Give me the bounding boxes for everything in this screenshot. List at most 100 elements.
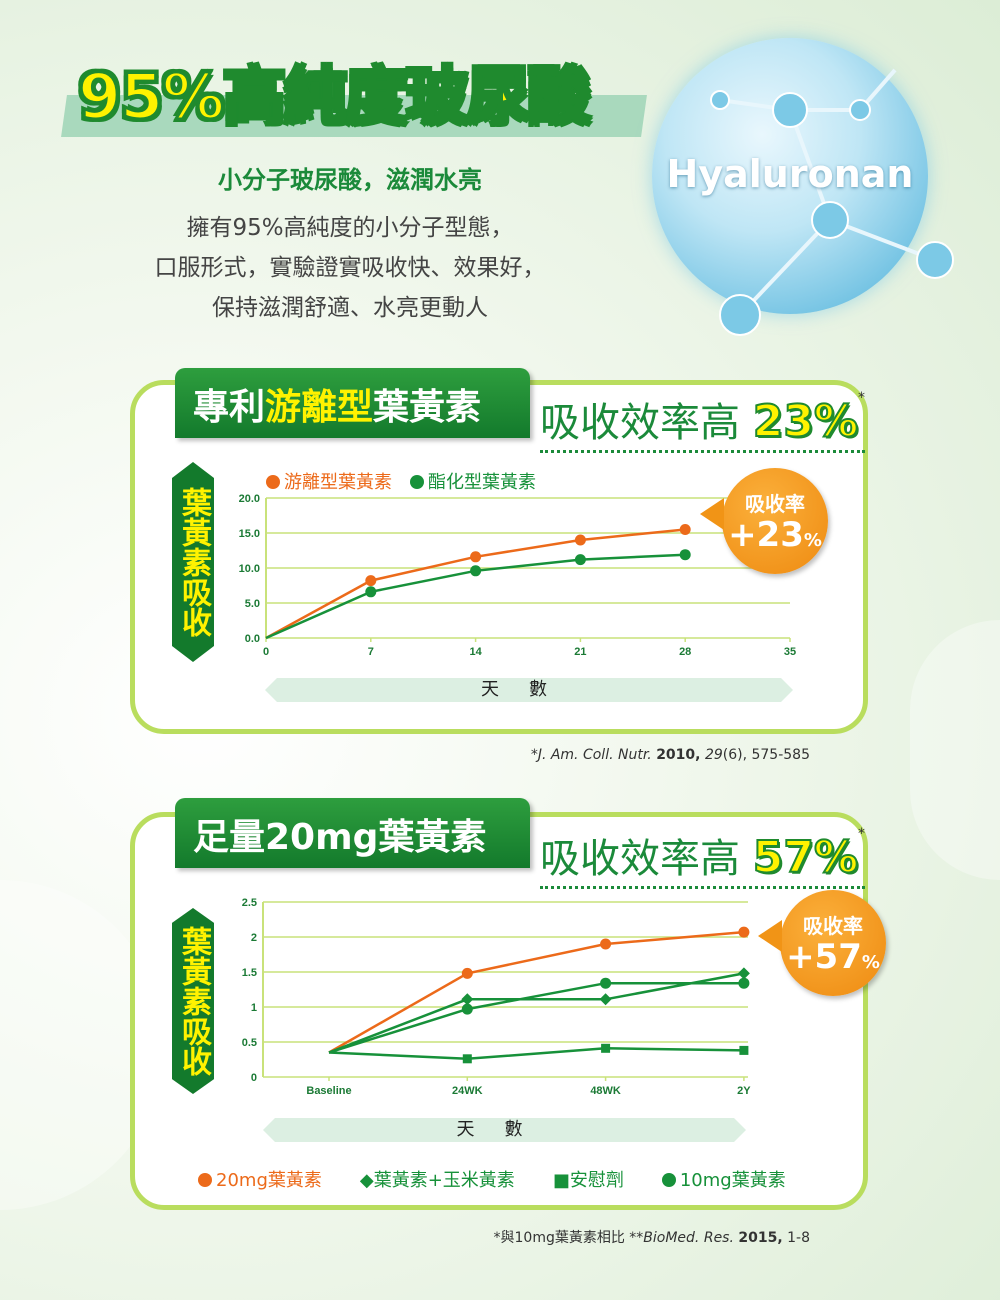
- legend-item: 10mg葉黃素: [661, 1166, 786, 1192]
- legend-item: 酯化型葉黃素: [410, 468, 536, 494]
- section2-headline: 吸收效率高 57%*: [540, 826, 866, 889]
- headline-percent: 23%: [752, 395, 859, 448]
- footnote-year: 2015,: [738, 1230, 783, 1246]
- footnote-journal: BioMed. Res.: [643, 1230, 734, 1246]
- series-line: [328, 930, 745, 1054]
- sphere-label: Hyaluronan: [666, 152, 914, 196]
- badge-label: 吸收率: [803, 914, 863, 938]
- description-line: 口服形式，實驗證實吸收快、效果好，: [154, 255, 546, 281]
- data-point: [574, 534, 586, 546]
- x-tick-label: 48WK: [590, 1085, 621, 1097]
- headline-text: 吸收效率高: [540, 836, 740, 882]
- y-axis-label: 葉黃素吸收: [172, 908, 214, 1094]
- tab-suffix: 葉黃素: [373, 387, 482, 428]
- x-tick-label: 35: [784, 646, 796, 658]
- badge-value: +23: [728, 515, 804, 555]
- y-tick-label: 2.5: [242, 897, 257, 909]
- asterisk: *: [858, 390, 866, 406]
- legend-dot-icon: [266, 475, 280, 489]
- y-axis-label: 葉黃素吸收: [172, 462, 214, 662]
- main-title: 95%高純度玻尿酸: [76, 59, 591, 135]
- x-tick-label: 28: [679, 646, 691, 658]
- footnote-year: 2010,: [656, 747, 701, 763]
- footnote-pages: 1-8: [787, 1230, 810, 1246]
- data-point: [738, 926, 750, 938]
- headline-text: 吸收效率高: [540, 400, 740, 446]
- y-tick-label: 20.0: [239, 493, 260, 505]
- data-point: [470, 565, 482, 577]
- legend-label: 葉黃素+玉米黃素: [373, 1170, 515, 1191]
- y-tick-label: 1.5: [242, 967, 257, 979]
- footnote-volume: 29: [704, 747, 723, 763]
- legend-square-icon: ■: [552, 1170, 570, 1191]
- legend-label: 酯化型葉黃素: [428, 472, 536, 493]
- section2-tab: 足量20mg葉黃素: [175, 798, 530, 868]
- y-tick-label: 1: [251, 1002, 257, 1014]
- badge-unit: %: [803, 530, 822, 551]
- legend-diamond-icon: ◆: [359, 1170, 374, 1191]
- chart1-legend: 游離型葉黃素 酯化型葉黃素: [266, 468, 536, 494]
- tab-highlight: 游離型: [265, 387, 374, 428]
- legend-label: 10mg葉黃素: [679, 1170, 786, 1191]
- legend-label: 安慰劑: [569, 1170, 624, 1191]
- headline-percent: 57%: [752, 831, 859, 884]
- chart-2: 0 0.5 1 1.5 2 2.5 Baseline 24WK 48WK 2Y: [242, 897, 752, 1097]
- legend-circle-icon: [661, 1173, 676, 1187]
- description-line: 保持滋潤舒適、水亮更動人: [212, 295, 488, 321]
- y-tick-label: 0: [251, 1072, 257, 1084]
- chart-1: 0.0 5.0 10.0 15.0 20.0 0 7 14 21 28 35: [239, 493, 797, 658]
- footnote-prefix: *: [530, 747, 538, 763]
- y-tick-label: 0.5: [242, 1037, 257, 1049]
- data-point: [679, 524, 691, 535]
- section1-headline: 吸收效率高 23%*: [540, 390, 866, 453]
- y-tick-label: 0.0: [245, 633, 260, 645]
- x-tick-label: 0: [263, 646, 269, 658]
- series-line: [328, 972, 745, 1054]
- data-point: [470, 551, 482, 563]
- x-tick-label: 7: [368, 646, 374, 658]
- legend-item: ◆葉黃素+玉米黃素: [360, 1166, 515, 1192]
- x-tick-label: Baseline: [306, 1085, 351, 1097]
- data-point: [461, 1003, 473, 1015]
- legend-label: 20mg葉黃素: [216, 1170, 322, 1191]
- legend-dot-icon: [410, 475, 424, 489]
- background-circle: [910, 620, 1000, 880]
- x-tick-label: 2Y: [737, 1085, 751, 1097]
- data-point: [365, 586, 377, 598]
- y-tick-label: 5.0: [245, 598, 260, 610]
- data-point: [574, 554, 586, 566]
- data-point-square: [601, 1043, 611, 1053]
- legend-label: 游離型葉黃素: [284, 472, 392, 493]
- data-point: [600, 977, 612, 989]
- absorption-badge: 吸收率 +57%: [758, 890, 886, 996]
- legend-item: 20mg葉黃素: [198, 1166, 322, 1192]
- absorption-badge: 吸收率 +23%: [700, 468, 828, 574]
- series-line: [328, 981, 744, 1054]
- footnote-prefix: *與10mg葉黃素相比 **: [493, 1230, 644, 1246]
- legend-item: ■安慰劑: [553, 1166, 624, 1192]
- y-tick-label: 15.0: [239, 528, 260, 540]
- series-line: [328, 1047, 744, 1061]
- data-point-diamond: [461, 993, 474, 1006]
- data-point: [679, 549, 691, 561]
- data-point-square: [462, 1054, 472, 1064]
- y-tick-label: 10.0: [239, 563, 260, 575]
- data-point: [461, 967, 473, 979]
- subtitle: 小分子玻尿酸，滋潤水亮: [218, 166, 482, 194]
- series-line: [265, 528, 686, 640]
- section1-tab: 專利游離型葉黃素: [175, 368, 530, 438]
- footnote-pages: (6), 575-585: [722, 747, 810, 763]
- legend-circle-icon: [198, 1173, 212, 1187]
- asterisk: *: [858, 826, 866, 842]
- badge-unit: %: [861, 952, 880, 973]
- molecule-icon: [710, 68, 954, 336]
- x-tick-label: 21: [574, 646, 586, 658]
- footnote-journal: J. Am. Coll. Nutr.: [537, 747, 652, 763]
- badge-value: +57: [786, 937, 862, 977]
- data-point-diamond: [737, 967, 750, 980]
- x-tick-label: 24WK: [452, 1085, 483, 1097]
- footnote-1: *J. Am. Coll. Nutr. 2010, 29(6), 575-585: [531, 747, 810, 763]
- chart2-legend: 20mg葉黃素 ◆葉黃素+玉米黃素 ■安慰劑 10mg葉黃素: [198, 1166, 786, 1192]
- data-point: [365, 575, 377, 587]
- badge-label: 吸收率: [745, 492, 805, 516]
